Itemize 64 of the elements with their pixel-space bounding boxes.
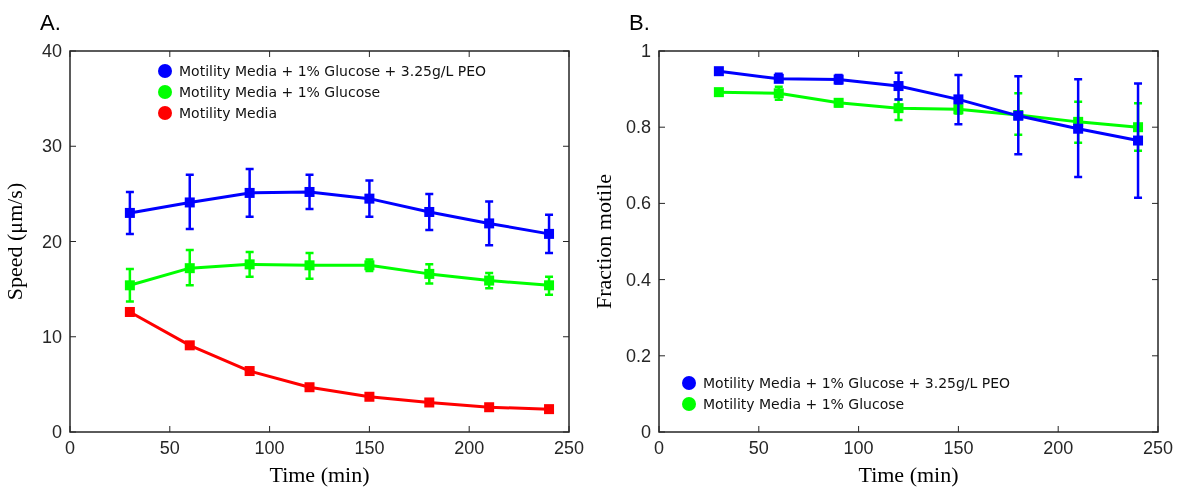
point bbox=[484, 218, 495, 229]
x-tick-label: 150 bbox=[943, 438, 974, 458]
x-tick-label: 250 bbox=[1142, 438, 1174, 458]
point bbox=[713, 66, 724, 77]
point bbox=[184, 340, 195, 351]
x-axis-title: Time (min) bbox=[858, 462, 959, 487]
point bbox=[1133, 135, 1144, 146]
x-tick-label: 200 bbox=[1043, 438, 1074, 458]
legend-label: Motility Media bbox=[179, 105, 278, 121]
point bbox=[953, 94, 964, 105]
point bbox=[424, 397, 435, 408]
point bbox=[124, 280, 135, 291]
point bbox=[424, 268, 435, 279]
y-tick-label: 0.2 bbox=[625, 345, 651, 366]
y-tick-label: 0.4 bbox=[625, 269, 651, 290]
y-axis-title: Speed (μm/s) bbox=[2, 182, 27, 301]
chart-title: A. bbox=[40, 10, 61, 35]
point bbox=[304, 260, 315, 271]
y-tick-label: 40 bbox=[41, 41, 62, 61]
x-tick-label: 0 bbox=[64, 438, 76, 458]
y-tick-label: 0 bbox=[640, 422, 651, 442]
x-tick-label: 100 bbox=[254, 438, 285, 458]
y-tick-label: 0.6 bbox=[625, 193, 651, 214]
x-tick-label: 150 bbox=[354, 438, 385, 458]
y-tick-label: 0.8 bbox=[625, 117, 651, 138]
x-tick-label: 50 bbox=[159, 438, 180, 458]
legend-label: Motility Media + 1% Glucose + 3.25g/L PEO bbox=[179, 63, 487, 79]
y-tick-label: 30 bbox=[41, 136, 62, 157]
point bbox=[184, 197, 195, 208]
point bbox=[893, 81, 904, 92]
point bbox=[544, 404, 555, 415]
x-tick-label: 100 bbox=[843, 438, 874, 458]
point bbox=[484, 275, 495, 286]
point bbox=[124, 207, 135, 218]
legend-label: Motility Media + 1% Glucose bbox=[703, 396, 905, 412]
x-tick-label: 50 bbox=[748, 438, 769, 458]
point bbox=[364, 391, 375, 402]
point bbox=[304, 382, 315, 393]
x-tick-label: 0 bbox=[653, 438, 665, 458]
x-tick-label: 250 bbox=[553, 438, 585, 458]
point bbox=[893, 103, 904, 114]
point bbox=[124, 306, 135, 317]
y-tick-label: 20 bbox=[41, 231, 62, 252]
y-tick-label: 1 bbox=[640, 41, 651, 61]
point bbox=[424, 206, 435, 217]
x-axis-title: Time (min) bbox=[269, 462, 370, 487]
point bbox=[244, 187, 255, 198]
x-tick-label: 200 bbox=[454, 438, 485, 458]
legend-label: Motility Media + 1% Glucose bbox=[179, 84, 381, 100]
y-axis-title: Fraction motile bbox=[591, 173, 616, 310]
point bbox=[1073, 123, 1084, 134]
point bbox=[304, 186, 315, 197]
point bbox=[244, 259, 255, 270]
point bbox=[184, 263, 195, 274]
point bbox=[484, 402, 495, 413]
point bbox=[244, 366, 255, 377]
legend-label: Motility Media + 1% Glucose + 3.25g/L PEO bbox=[703, 375, 1011, 391]
point bbox=[544, 280, 555, 291]
y-tick-label: 0 bbox=[51, 422, 62, 442]
y-tick-label: 10 bbox=[41, 326, 62, 347]
chart-title: B. bbox=[629, 10, 650, 35]
point bbox=[364, 193, 375, 204]
point bbox=[544, 228, 555, 239]
point bbox=[713, 87, 724, 98]
